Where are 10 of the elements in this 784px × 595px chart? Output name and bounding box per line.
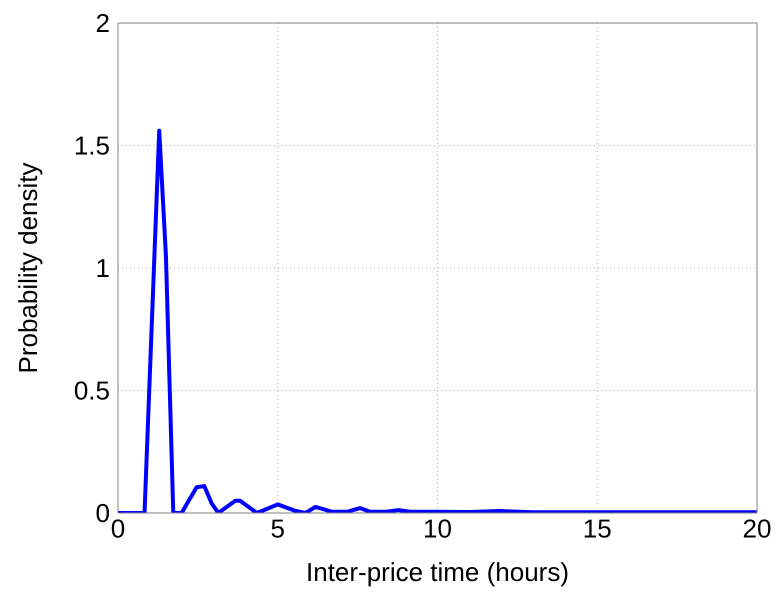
y-tick-label: 1	[96, 253, 110, 284]
y-tick-label: 0.5	[74, 376, 110, 406]
x-tick-label: 15	[582, 513, 612, 544]
y-tick-label: 2	[96, 8, 110, 38]
x-tick-label: 20	[742, 513, 772, 544]
x-tick-label: 5	[270, 513, 285, 544]
x-axis-title: Inter-price time (hours)	[306, 557, 569, 587]
x-tick-label: 10	[423, 513, 452, 544]
y-axis-title: Probability density	[13, 162, 44, 374]
y-tick-label: 1.5	[74, 130, 110, 161]
